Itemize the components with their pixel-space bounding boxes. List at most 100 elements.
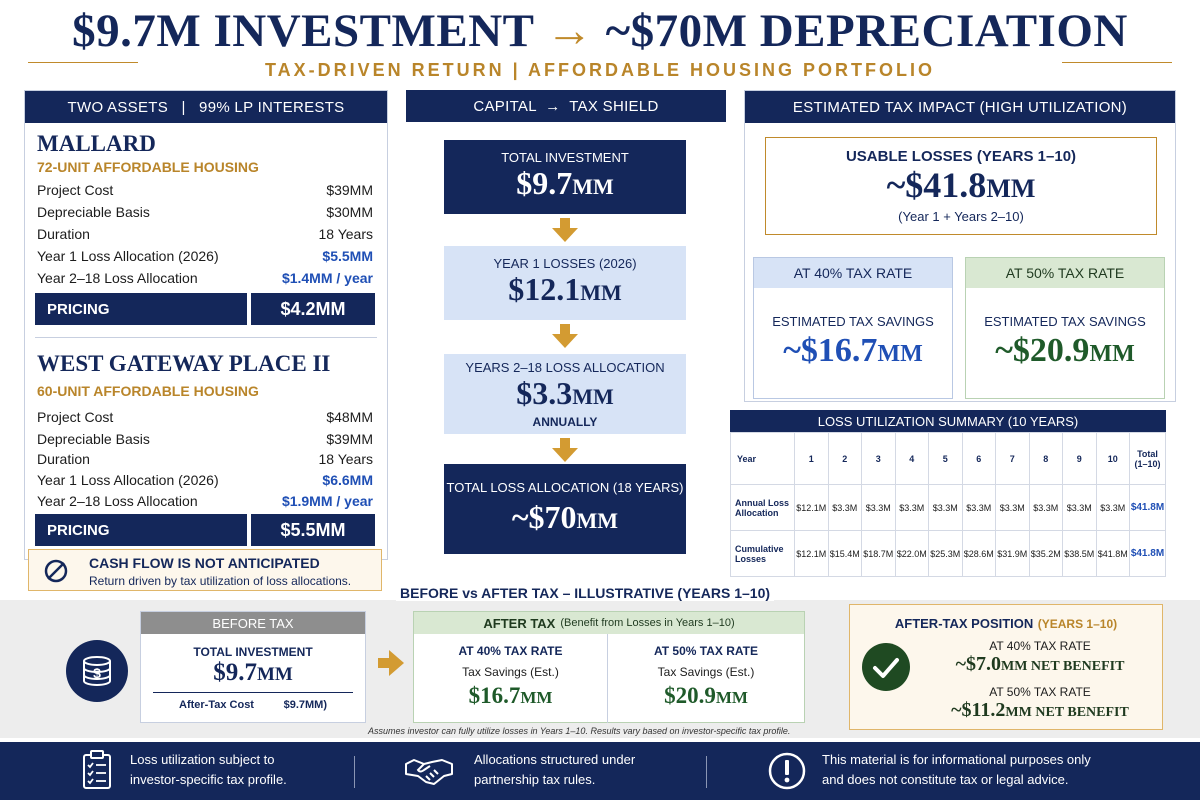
position-rate: AT 50% TAX RATE <box>989 685 1091 699</box>
table-cell: $31.9M <box>995 530 1030 577</box>
before-tax-card: BEFORE TAX TOTAL INVESTMENT $9.7MM After… <box>140 611 366 723</box>
table-cell: $35.2M <box>1028 530 1063 577</box>
row-label: Depreciable Basis <box>37 430 150 447</box>
page-subtitle: TAX-DRIVEN RETURN | AFFORDABLE HOUSING P… <box>264 60 936 80</box>
after-col-divider <box>607 634 608 723</box>
table-cell: 4 <box>894 432 929 485</box>
asset-row: Year 1 Loss Allocation (2026) $6.6MM <box>37 469 373 490</box>
after-savings-label: Tax Savings (Est.) <box>462 665 559 679</box>
unit: MM <box>580 279 622 305</box>
unit: MM <box>256 664 293 685</box>
before-investment-amount: $9.7MM <box>141 659 365 689</box>
cashflow-text: Return driven by tax utilization of loss… <box>89 574 352 588</box>
footer: Loss utilization subject to investor-spe… <box>0 742 1200 800</box>
table-cell: Annual Loss Allocation <box>730 484 795 531</box>
pricing-value: $5.5MM <box>251 514 375 546</box>
cashflow-note: CASH FLOW IS NOT ANTICIPATED Return driv… <box>28 549 382 591</box>
asset-row: Depreciable Basis $39MM <box>37 428 373 449</box>
flow-step-year1: YEAR 1 LOSSES (2026) $12.1MM <box>444 246 686 320</box>
no-cashflow-icon <box>44 559 68 583</box>
flow-step-note: ANNUALLY <box>532 414 598 429</box>
cashflow-title: CASH FLOW IS NOT ANTICIPATED <box>89 555 320 571</box>
unit: MM <box>1089 341 1135 367</box>
comparison-heading: BEFORE vs AFTER TAX – ILLUSTRATIVE (YEAR… <box>396 585 775 601</box>
tax-impact-panel: ESTIMATED TAX IMPACT (HIGH UTILIZATION) … <box>744 90 1176 402</box>
after-savings-amount: $20.9MM <box>608 683 804 709</box>
row-value: $30MM <box>326 203 373 220</box>
position-title-row: AFTER-TAX POSITION (YEARS 1–10) <box>850 615 1162 633</box>
right-arrow-icon <box>378 650 404 676</box>
after-col-50: AT 50% TAX RATE Tax Savings (Est.) $20.9… <box>608 634 804 723</box>
after-savings-amount: $16.7MM <box>414 683 607 709</box>
row-value: $39MM <box>326 181 373 198</box>
footer-divider <box>354 756 355 788</box>
unit: MM <box>572 383 614 409</box>
amount: ~$7.0 <box>955 653 1001 675</box>
loss-summary: LOSS UTILIZATION SUMMARY (10 YEARS) Year… <box>730 410 1166 578</box>
table-cell: 8 <box>1028 432 1063 485</box>
row-value: $5.5MM <box>322 247 373 264</box>
title-arrow: → <box>545 5 594 57</box>
position-amount: ~$11.2MM NET BENEFIT <box>930 699 1150 722</box>
flow-panel: CAPITAL → TAX SHIELD TOTAL INVESTMENT $9… <box>406 90 726 570</box>
money-icon: $ <box>66 640 128 702</box>
table-cell: 10 <box>1095 432 1130 485</box>
asset-row: Year 1 Loss Allocation (2026) $5.5MM <box>37 245 373 266</box>
row-label: Year 1 Loss Allocation (2026) <box>37 247 219 264</box>
footer-line: and does not constitute tax or legal adv… <box>822 772 1069 787</box>
unit: MM <box>986 174 1036 203</box>
row-label: Year 1 Loss Allocation (2026) <box>37 471 219 488</box>
flow-step-label: TOTAL LOSS ALLOCATION (18 YEARS) <box>446 479 684 495</box>
table-row: Year 1 2 3 4 5 6 7 8 9 10 Total (1–10) <box>730 432 1166 485</box>
table-cell: $3.3M <box>1095 484 1130 531</box>
unit: MM <box>572 173 614 199</box>
pricing-mallard: PRICING $4.2MM <box>35 293 375 325</box>
pricing-value: $4.2MM <box>251 293 375 325</box>
amount: $16.7 <box>468 683 521 708</box>
unit: MM <box>576 507 619 533</box>
amount: $12.1 <box>508 270 581 307</box>
amount: ~$20.9 <box>995 332 1090 369</box>
asset-name-mallard: MALLARD <box>37 131 156 156</box>
checkmark-icon <box>862 643 910 691</box>
flow-step-amount: $3.3MM <box>516 375 614 415</box>
flow-step-label: YEAR 1 LOSSES (2026) <box>493 255 637 271</box>
after-tax-cost-row: After-Tax Cost $9.7MM) <box>141 693 365 711</box>
position-item-50: AT 50% TAX RATE ~$11.2MM NET BENEFIT <box>930 685 1150 722</box>
loss-summary-table: Year 1 2 3 4 5 6 7 8 9 10 Total (1–10) A… <box>730 432 1166 577</box>
asset-subtitle-west-gateway: 60-UNIT AFFORDABLE HOUSING <box>37 383 259 399</box>
row-label: Year 2–18 Loss Allocation <box>37 269 198 286</box>
table-cell: Year <box>730 432 795 485</box>
amount: $20.9 <box>664 683 716 708</box>
before-divider <box>153 692 353 693</box>
flow-step-label: TOTAL INVESTMENT <box>501 149 629 165</box>
pricing-label: PRICING <box>35 293 247 325</box>
pricing-west-gateway: PRICING $5.5MM <box>35 514 375 546</box>
footer-item-partnership: Allocations structured under partnership… <box>474 750 635 790</box>
table-cell: $12.1M <box>794 530 829 577</box>
table-cell: $41.8M <box>1129 530 1166 577</box>
row-value: $39MM <box>326 430 373 447</box>
footer-item-disclaimer: This material is for informational purpo… <box>822 750 1091 790</box>
title-right: ~$70M DEPRECIATION <box>605 5 1128 57</box>
asset-row: Project Cost $39MM <box>37 179 373 200</box>
after-tax-cost-value: $9.7MM) <box>283 699 327 711</box>
row-value: 18 Years <box>318 450 374 467</box>
table-cell: Total (1–10) <box>1129 432 1166 485</box>
table-cell: 9 <box>1062 432 1097 485</box>
before-tax-label: BEFORE TAX <box>141 612 365 634</box>
title-rule-right <box>1062 62 1172 63</box>
table-cell: $3.3M <box>928 484 963 531</box>
after-tax-card: AFTER TAX (Benefit from Losses in Years … <box>413 611 805 723</box>
after-tax-note: (Benefit from Losses in Years 1–10) <box>560 617 735 629</box>
table-cell: $12.1M <box>794 484 829 531</box>
asset-divider <box>35 337 377 338</box>
tax-impact-heading: ESTIMATED TAX IMPACT (HIGH UTILIZATION) <box>745 91 1175 123</box>
footer-line: partnership tax rules. <box>474 772 596 787</box>
table-cell: $41.8M <box>1095 530 1130 577</box>
assets-panel: TWO ASSETS | 99% LP INTERESTS MALLARD 72… <box>24 90 388 560</box>
row-value: $1.4MM / year <box>281 269 373 286</box>
table-cell: $38.5M <box>1062 530 1097 577</box>
position-rate: AT 40% TAX RATE <box>989 639 1091 653</box>
asset-row: Project Cost $48MM <box>37 406 373 427</box>
